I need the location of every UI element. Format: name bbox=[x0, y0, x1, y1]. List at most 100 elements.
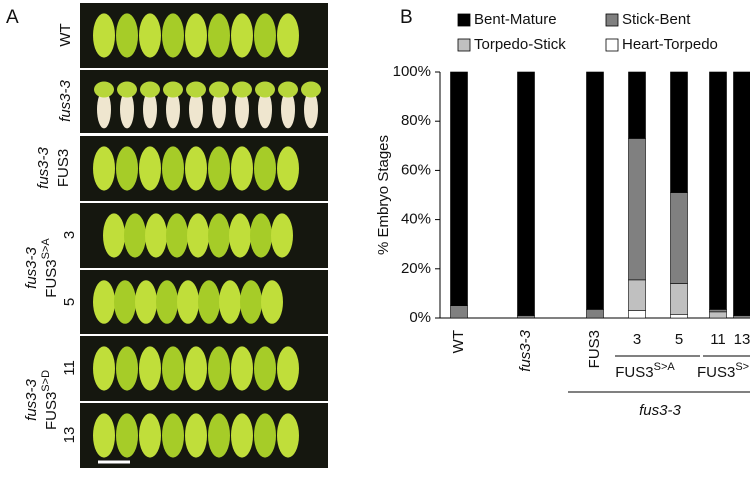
seed bbox=[187, 213, 209, 258]
seed bbox=[208, 413, 230, 458]
seed bbox=[177, 280, 199, 324]
seed bbox=[254, 146, 276, 191]
seed bbox=[162, 146, 184, 191]
row-label: fus3-3 bbox=[35, 147, 52, 189]
legend-swatch bbox=[605, 38, 619, 52]
bar-segment bbox=[670, 314, 688, 319]
group-label: FUS3S>A bbox=[615, 361, 675, 381]
seed bbox=[139, 346, 161, 391]
bar-segment bbox=[670, 283, 688, 315]
group-label: FUS3S>A bbox=[40, 238, 60, 298]
seed bbox=[162, 413, 184, 458]
bar-segment bbox=[450, 305, 468, 319]
seed bbox=[304, 90, 318, 129]
row-label: 11 bbox=[61, 360, 78, 376]
x-tick-label: 3 bbox=[633, 331, 641, 348]
seed bbox=[208, 146, 230, 191]
bar-segment bbox=[733, 315, 750, 319]
photo-panel bbox=[80, 3, 328, 468]
seed bbox=[135, 280, 157, 324]
seed bbox=[232, 81, 252, 98]
x-tick-label: 13 bbox=[734, 331, 750, 348]
seed bbox=[140, 81, 160, 98]
seed bbox=[116, 413, 138, 458]
seed bbox=[116, 13, 138, 58]
legend-label: Torpedo-Stick bbox=[474, 36, 566, 53]
seed bbox=[254, 13, 276, 58]
row-label: fus3-3 bbox=[57, 80, 74, 122]
bar-segment bbox=[586, 309, 604, 319]
bar-segment bbox=[733, 71, 750, 316]
seed bbox=[250, 213, 272, 258]
seed bbox=[139, 13, 161, 58]
seed bbox=[94, 81, 114, 98]
seed bbox=[258, 90, 272, 129]
seed bbox=[139, 413, 161, 458]
seed bbox=[116, 346, 138, 391]
y-axis-label: % Embryo Stages bbox=[375, 135, 392, 255]
seed bbox=[124, 213, 146, 258]
seed bbox=[254, 413, 276, 458]
seed bbox=[277, 146, 299, 191]
seed bbox=[166, 90, 180, 129]
row-label: FUS3 bbox=[55, 149, 72, 187]
group-label: fus3-3 bbox=[639, 402, 681, 419]
seed bbox=[185, 346, 207, 391]
seed bbox=[185, 146, 207, 191]
legend-swatch bbox=[457, 13, 471, 27]
seed bbox=[198, 280, 220, 324]
seed bbox=[261, 280, 283, 324]
y-tick-label: 20% bbox=[401, 260, 431, 277]
seed bbox=[145, 213, 167, 258]
bar-segment bbox=[709, 71, 727, 310]
seed bbox=[231, 146, 253, 191]
seed bbox=[271, 213, 293, 258]
seed bbox=[208, 13, 230, 58]
row-label: 5 bbox=[61, 298, 78, 306]
x-tick-label: WT bbox=[450, 330, 467, 353]
bar-segment bbox=[628, 71, 646, 139]
bar-segment bbox=[709, 309, 727, 313]
group-label: FUS3S>D bbox=[40, 370, 60, 430]
bar-segment bbox=[517, 315, 535, 319]
group-label: fus3-3 bbox=[23, 247, 40, 289]
seed bbox=[93, 280, 115, 324]
seed bbox=[208, 213, 230, 258]
seed bbox=[93, 146, 115, 191]
seed bbox=[189, 90, 203, 129]
legend-swatch bbox=[457, 38, 471, 52]
seed bbox=[143, 90, 157, 129]
seed bbox=[278, 81, 298, 98]
bar-segment bbox=[628, 138, 646, 281]
x-tick-label: FUS3 bbox=[586, 330, 603, 368]
seed bbox=[186, 81, 206, 98]
seed bbox=[254, 346, 276, 391]
bar-segment bbox=[670, 71, 688, 193]
seed bbox=[93, 413, 115, 458]
legend-label: Stick-Bent bbox=[622, 11, 691, 28]
seed bbox=[116, 146, 138, 191]
row-label: WT bbox=[57, 23, 74, 46]
seed bbox=[219, 280, 241, 324]
row-label: 13 bbox=[61, 427, 78, 444]
legend-label: Bent-Mature bbox=[474, 11, 557, 28]
seed bbox=[235, 90, 249, 129]
seed bbox=[277, 413, 299, 458]
seed bbox=[103, 213, 125, 258]
seed bbox=[209, 81, 229, 98]
seed bbox=[114, 280, 136, 324]
seed bbox=[281, 90, 295, 129]
legend-swatch bbox=[605, 13, 619, 27]
group-label: fus3-3 bbox=[23, 379, 40, 421]
seed bbox=[240, 280, 262, 324]
seed bbox=[166, 213, 188, 258]
seed bbox=[277, 346, 299, 391]
seed bbox=[255, 81, 275, 98]
seed bbox=[156, 280, 178, 324]
bar-segment bbox=[628, 310, 646, 319]
seed bbox=[120, 90, 134, 129]
seed bbox=[162, 13, 184, 58]
seed bbox=[97, 90, 111, 129]
seed bbox=[301, 81, 321, 98]
